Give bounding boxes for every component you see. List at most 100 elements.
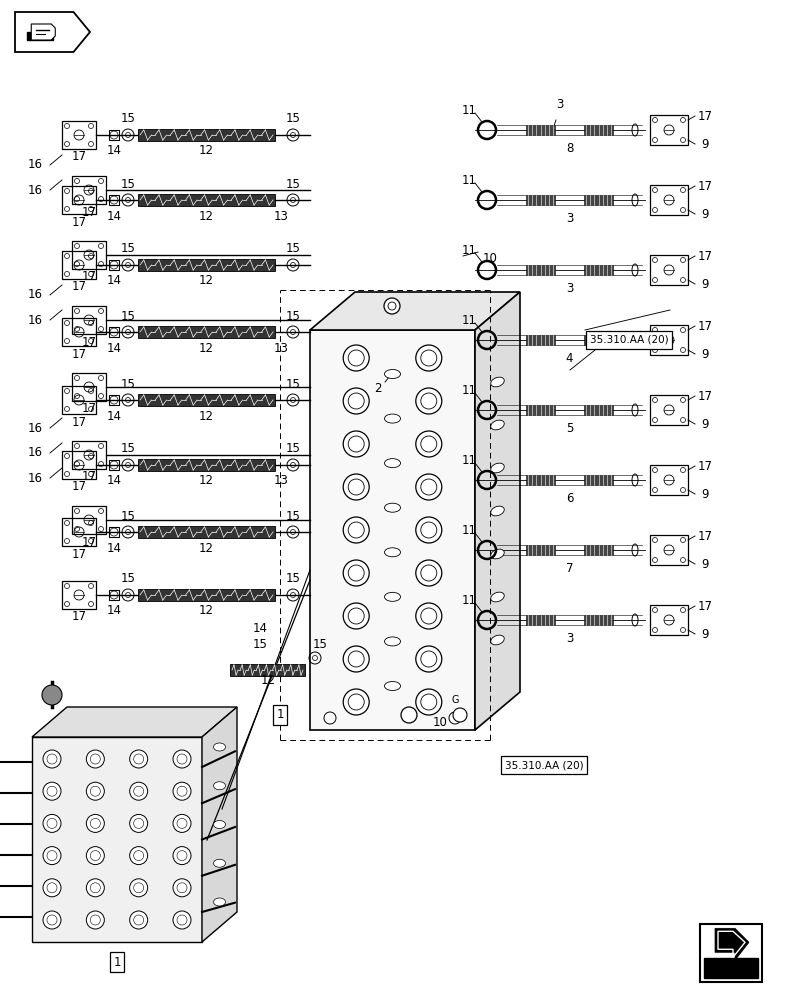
Bar [584,405,613,415]
Circle shape [343,345,369,371]
Bar [584,545,613,555]
Bar [650,465,688,495]
Text: 15: 15 [286,310,300,322]
Text: 17: 17 [82,402,97,416]
Text: 14: 14 [106,542,121,554]
Text: 15: 15 [286,178,300,190]
Bar [138,259,275,271]
Bar [584,475,613,485]
Text: 9: 9 [701,348,709,360]
Bar [650,255,688,285]
Text: 7: 7 [565,562,573,574]
Bar [138,129,275,141]
Text: 15: 15 [120,377,135,390]
Text: 17: 17 [82,270,97,284]
Circle shape [416,560,442,586]
Circle shape [130,782,147,800]
Bar [27,32,53,40]
Text: 17: 17 [71,348,86,360]
Circle shape [416,474,442,500]
Text: 17: 17 [82,536,97,548]
Bar [584,615,613,625]
Bar [526,475,555,485]
Text: 14: 14 [106,475,121,488]
Text: 15: 15 [313,639,327,652]
Circle shape [86,750,105,768]
Bar [109,195,119,205]
Circle shape [384,298,400,314]
Text: 15: 15 [120,572,135,585]
Text: 11: 11 [462,524,477,536]
Polygon shape [715,928,749,960]
Polygon shape [310,292,520,330]
Text: 16: 16 [28,158,43,172]
Bar [138,459,275,471]
Bar [72,506,106,534]
Bar [526,405,555,415]
Text: 17: 17 [698,530,713,542]
Bar [526,545,555,555]
Polygon shape [202,707,237,942]
Text: 2: 2 [375,381,382,394]
Circle shape [130,911,147,929]
Circle shape [130,847,147,865]
Text: 15: 15 [286,242,300,255]
Bar [72,241,106,269]
Bar [650,115,688,145]
Text: 11: 11 [462,593,477,606]
Text: 11: 11 [462,314,477,326]
Text: 17: 17 [71,481,86,493]
Text: 14: 14 [106,210,121,223]
Text: 12: 12 [261,674,276,686]
Ellipse shape [384,548,401,557]
Text: 8: 8 [565,141,573,154]
Text: 9: 9 [701,558,709,570]
Text: 17: 17 [82,336,97,349]
Text: 11: 11 [462,454,477,466]
Circle shape [343,517,369,543]
Text: 13: 13 [273,342,288,355]
Bar [109,327,119,337]
Circle shape [86,879,105,897]
Text: 10: 10 [482,251,497,264]
Ellipse shape [384,503,401,512]
Bar [72,176,106,204]
Bar [62,318,96,346]
Ellipse shape [491,635,505,645]
Circle shape [43,847,61,865]
Text: 16: 16 [28,472,43,485]
Text: 3: 3 [556,99,564,111]
Polygon shape [31,24,55,40]
Text: 12: 12 [199,210,214,223]
Circle shape [173,782,191,800]
Text: 11: 11 [462,104,477,116]
Text: 17: 17 [698,460,713,473]
Ellipse shape [384,459,401,468]
Text: 14: 14 [106,144,121,157]
Text: 15: 15 [120,242,135,255]
Bar [62,386,96,414]
Text: 1: 1 [276,708,284,722]
Polygon shape [32,707,237,737]
Circle shape [173,814,191,832]
Circle shape [130,814,147,832]
Text: 17: 17 [82,471,97,484]
Text: 15: 15 [286,572,300,585]
Ellipse shape [491,420,505,430]
Circle shape [416,646,442,672]
Text: 12: 12 [199,342,214,355]
Text: 9: 9 [701,488,709,500]
Circle shape [343,388,369,414]
Text: 17: 17 [71,150,86,163]
Ellipse shape [491,549,505,559]
Bar [584,195,613,205]
Circle shape [416,431,442,457]
Text: 12: 12 [199,144,214,157]
Ellipse shape [491,592,505,602]
Text: 13: 13 [273,210,288,223]
Circle shape [42,685,62,705]
Circle shape [401,707,417,723]
Text: 6: 6 [565,491,573,504]
Circle shape [43,782,61,800]
Bar [700,924,762,982]
